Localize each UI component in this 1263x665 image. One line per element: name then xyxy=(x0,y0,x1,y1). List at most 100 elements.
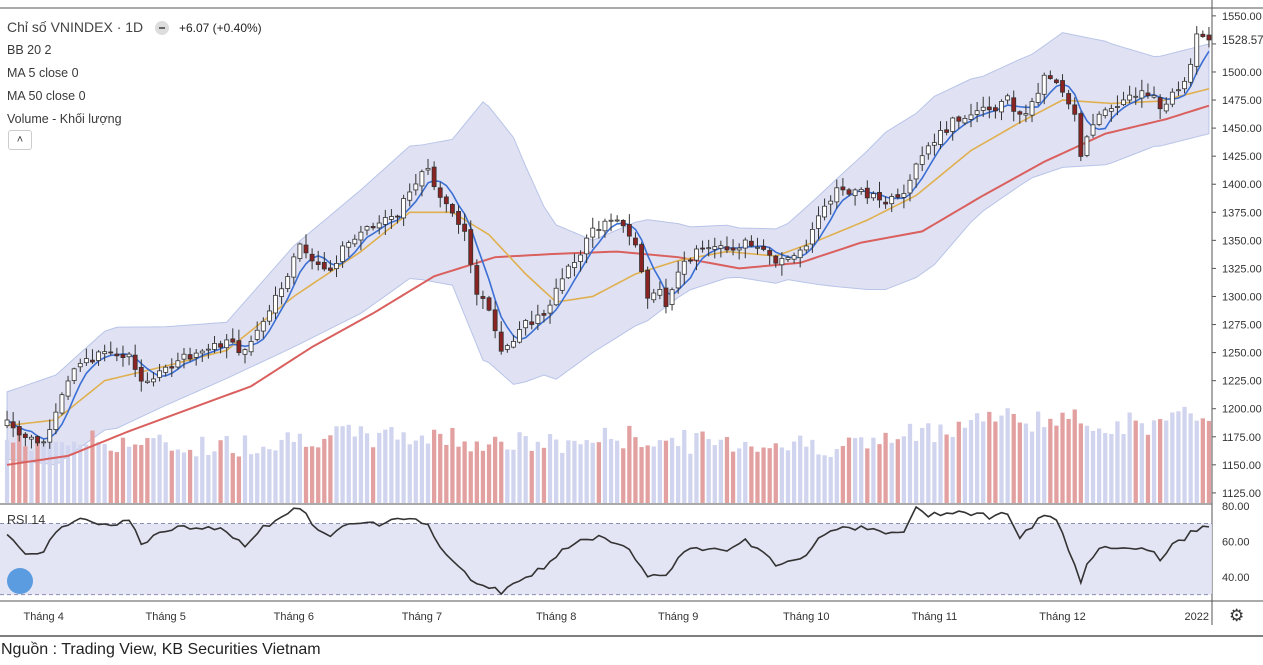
volume-bar xyxy=(486,444,492,503)
volume-bar xyxy=(791,441,797,503)
candle-body xyxy=(602,220,608,232)
volume-bar xyxy=(126,446,132,503)
volume-bar xyxy=(480,450,486,503)
volume-bar xyxy=(212,451,217,503)
candle-body xyxy=(950,117,956,132)
volume-bar xyxy=(456,446,461,503)
rsi-label: RSI 14 xyxy=(7,513,46,527)
rsi-tick-label: 60.00 xyxy=(1222,536,1250,548)
volume-bar xyxy=(163,442,168,503)
volume-bar xyxy=(968,420,974,503)
volume-bar xyxy=(431,429,437,503)
candle-body xyxy=(919,155,925,165)
candle-body xyxy=(614,219,620,222)
ma5-line xyxy=(6,50,1210,440)
candle-body xyxy=(944,129,950,133)
candle-body xyxy=(138,366,144,382)
candle-body xyxy=(1151,95,1157,98)
candle-body xyxy=(925,145,931,155)
candle-body xyxy=(242,349,248,355)
price-tick-label: 1300.00 xyxy=(1222,291,1262,303)
volume-bar xyxy=(450,427,455,503)
volume-bar xyxy=(340,426,345,503)
candle-body xyxy=(523,320,529,329)
gear-icon[interactable]: ⚙ xyxy=(1229,606,1245,625)
chevron-up-icon[interactable]: ˄ xyxy=(8,130,32,150)
candle-body xyxy=(956,116,962,122)
volume-bar xyxy=(145,438,150,503)
candle-body xyxy=(1145,92,1151,97)
candle-body xyxy=(559,278,565,291)
candle-body xyxy=(4,419,10,427)
volume-bar xyxy=(901,436,907,503)
volume-bar xyxy=(1060,412,1065,503)
time-axis-label: Tháng 9 xyxy=(658,611,698,623)
candle-body xyxy=(712,246,718,250)
candle-body xyxy=(291,256,297,278)
candle-body xyxy=(260,320,266,332)
volume-bar xyxy=(1115,421,1120,503)
price-tick-label: 1225.00 xyxy=(1222,376,1262,388)
volume-bar xyxy=(505,449,510,503)
legend-bb[interactable]: BB 20 2 xyxy=(7,43,52,57)
candle-body xyxy=(687,259,693,262)
volume-bar xyxy=(615,440,620,503)
candle-body xyxy=(126,353,132,358)
volume-bar xyxy=(425,443,431,503)
time-axis-label: Tháng 7 xyxy=(402,611,442,623)
price-chart-svg[interactable]: 1125.00 1150.00 1175.00 1200.00 1225.00 1250.… xyxy=(0,0,1263,640)
price-tick-label: 1500.00 xyxy=(1222,67,1262,79)
candle-body xyxy=(419,171,425,187)
candle-body xyxy=(120,354,126,358)
volume-bar xyxy=(468,451,473,503)
candle-body xyxy=(639,244,644,272)
candle-body xyxy=(370,226,376,229)
candle-body xyxy=(1023,113,1029,116)
volume-bar xyxy=(999,415,1004,503)
candle-body xyxy=(547,304,553,314)
volume-bar xyxy=(352,436,357,503)
candle-body xyxy=(1188,63,1194,83)
candle-body xyxy=(1102,109,1108,116)
volume-bar xyxy=(889,442,894,503)
candle-body xyxy=(657,289,663,296)
candle-body xyxy=(468,229,474,265)
candle-body xyxy=(718,245,724,249)
volume-bar xyxy=(682,429,687,503)
legend-ma5[interactable]: MA 5 close 0 xyxy=(7,66,79,80)
legend-ma50[interactable]: MA 50 close 0 xyxy=(7,89,86,103)
volume-bar xyxy=(279,439,284,503)
candle-body xyxy=(645,269,651,299)
volume-bar xyxy=(816,454,821,503)
volume-bar xyxy=(755,451,760,503)
legend-volume[interactable]: Volume - Khối lượng xyxy=(7,112,122,126)
candle-body xyxy=(1108,108,1114,112)
volume-bar xyxy=(938,424,943,503)
time-axis-label: Tháng 8 xyxy=(536,611,576,623)
candle-body xyxy=(858,188,864,192)
candle-body xyxy=(517,329,522,343)
volume-bar xyxy=(364,433,370,503)
candle-body xyxy=(974,110,980,115)
candle-body xyxy=(938,130,943,145)
candle-body xyxy=(773,255,779,264)
volume-bar xyxy=(913,440,919,503)
volume-bar xyxy=(621,448,626,503)
volume-bar xyxy=(676,446,681,503)
volume-bar xyxy=(419,435,425,503)
volume-bar xyxy=(309,446,315,503)
candle-body xyxy=(114,353,120,357)
candle-body xyxy=(321,262,327,270)
tradingview-logo-icon[interactable] xyxy=(7,568,33,594)
price-tick-label: 1400.00 xyxy=(1222,179,1262,191)
candle-body xyxy=(102,351,108,355)
volume-bar xyxy=(175,449,181,503)
volume-bar xyxy=(706,438,711,503)
volume-bar xyxy=(102,443,107,503)
candle-body xyxy=(77,362,83,368)
volume-bar xyxy=(1121,434,1126,503)
volume-bar xyxy=(743,441,748,503)
price-change: +6.07 (+0.40%) xyxy=(178,21,262,35)
minus-dot-icon[interactable] xyxy=(155,21,170,36)
candle-body xyxy=(633,237,638,246)
